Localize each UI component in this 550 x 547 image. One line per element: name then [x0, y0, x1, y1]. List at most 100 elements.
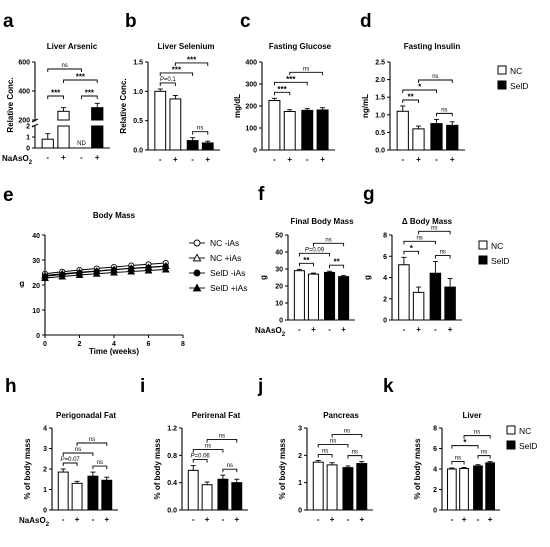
legend-label-nc: NC [491, 241, 503, 251]
significance-bracket [159, 72, 194, 76]
significance-label: *** [85, 89, 95, 98]
x-tick-label: + [205, 155, 210, 164]
significance-bracket [451, 445, 479, 449]
panel-title: Perirenal Fat [192, 411, 241, 420]
panel-letter: f [258, 184, 265, 205]
significance-label: ns [322, 449, 328, 455]
bar [57, 125, 70, 149]
significance-bracket [331, 434, 363, 438]
significance-label: ns [441, 107, 447, 113]
significance-label: ns [330, 439, 336, 445]
y-tick-label: 1.2 [167, 426, 177, 433]
significance-label: ** [333, 258, 340, 267]
bar [293, 270, 305, 321]
x-tick-label: - [192, 515, 195, 524]
y-tick-label: 1 [298, 480, 302, 487]
x-tick-label: - [273, 155, 276, 164]
bar [91, 107, 104, 121]
x-tick-label: - [347, 515, 350, 524]
significance-bracket [62, 452, 94, 456]
y-tick-label: 0.8 [167, 453, 177, 460]
panel-title: Final Body Mass [290, 217, 354, 226]
x-tick-label: - [92, 515, 95, 524]
significance-bracket [313, 242, 345, 247]
bar [71, 482, 83, 511]
significance-label: P=0.06 [191, 454, 211, 460]
p-value: =0.09 [309, 247, 325, 253]
series-seld-+ias [41, 265, 170, 281]
panel-f: f Final Body Mass g 0 10 20 30 40 50 ** ** P=0.09ns… [255, 184, 355, 338]
significance-bracket [402, 89, 437, 93]
bar [412, 128, 425, 151]
y-tick-label: 600 [18, 60, 30, 67]
treatment-label-subscript: 2 [29, 160, 33, 166]
legend-label: SelD -iAs [210, 268, 245, 278]
legend-label-seld: SelD [491, 256, 509, 266]
legend-label-seld: SelD [510, 81, 528, 91]
significance-bracket [192, 449, 224, 453]
y-tick-label: 300 [245, 82, 257, 89]
y-tick-label: 200 [18, 118, 30, 125]
data-point [75, 270, 84, 278]
significance-label: ns [227, 463, 233, 469]
significance-bracket [463, 435, 491, 439]
y-tick-label: 400 [18, 89, 30, 96]
x-tick-label: + [448, 325, 453, 334]
y-tick-label: 8 [383, 233, 387, 240]
legend-swatch-nc [497, 65, 507, 75]
significance-bracket [62, 462, 78, 466]
bar [459, 467, 469, 511]
significance-bracket [418, 230, 451, 235]
bar [187, 469, 199, 511]
y-tick-label: 0 [26, 146, 30, 153]
significance-bracket [298, 252, 330, 257]
bar [57, 471, 69, 511]
significance-label: ns [431, 225, 437, 231]
y-tick-label: 400 [245, 60, 257, 67]
panel-title: Fasting Insulin [404, 42, 461, 51]
p-symbol: P [305, 247, 309, 253]
panel-b: b Liver Selenium Relative Conc. 0.0 0.5 1.0 1.… [119, 11, 220, 164]
x-tick-label: + [488, 515, 493, 524]
x-tick-label: - [451, 515, 454, 524]
y-tick-label: 2.5 [375, 60, 385, 67]
panel-letter: d [360, 11, 372, 32]
y-tick-label: 4 [43, 426, 47, 433]
x-tick-label: + [462, 515, 467, 524]
significance-bracket [436, 112, 453, 117]
y-axis-label: ng/mL [361, 94, 370, 118]
y-tick-label: 50 [275, 233, 283, 240]
x-tick-label: + [234, 515, 239, 524]
significance-bracket [418, 79, 453, 83]
significance-label: ns [97, 460, 103, 466]
y-tick-label: 0 [36, 333, 40, 340]
significance-bracket [47, 68, 82, 72]
x-tick-label: - [222, 515, 225, 524]
significance-label: ns [205, 444, 211, 450]
bar [356, 463, 368, 511]
significance-bracket [76, 442, 108, 446]
x-axis-label: Time (weeks) [89, 347, 139, 356]
bar [396, 110, 409, 151]
y-tick-label: 40 [32, 233, 40, 240]
panel-h: h Perigonadal Fat % of body mass 0 1 2 3 4 P=0.0… [5, 376, 118, 528]
treatment-label: NaAsO2 [19, 516, 50, 528]
x-tick-label: - [80, 153, 83, 162]
p-value: =0.07 [65, 457, 81, 463]
x-tick-label: - [317, 515, 320, 524]
significance-bracket [92, 465, 108, 470]
bar [91, 125, 104, 149]
significance-label: * [418, 83, 422, 92]
y-tick-label: 0.0 [167, 508, 177, 515]
bar [429, 272, 442, 321]
panel-i: i Perirenal Fat % of body mass 0.0 0.4 0.8 1.2… [140, 376, 248, 524]
data-point [193, 239, 201, 247]
y-tick-label: 40 [275, 250, 283, 257]
treatment-label: NaAsO2 [2, 154, 33, 166]
x-tick-label: + [311, 325, 316, 334]
y-tick-label: 10 [32, 308, 40, 315]
panel-title: Body Mass [93, 211, 136, 220]
y-axis-label: mg/dL [233, 94, 242, 118]
